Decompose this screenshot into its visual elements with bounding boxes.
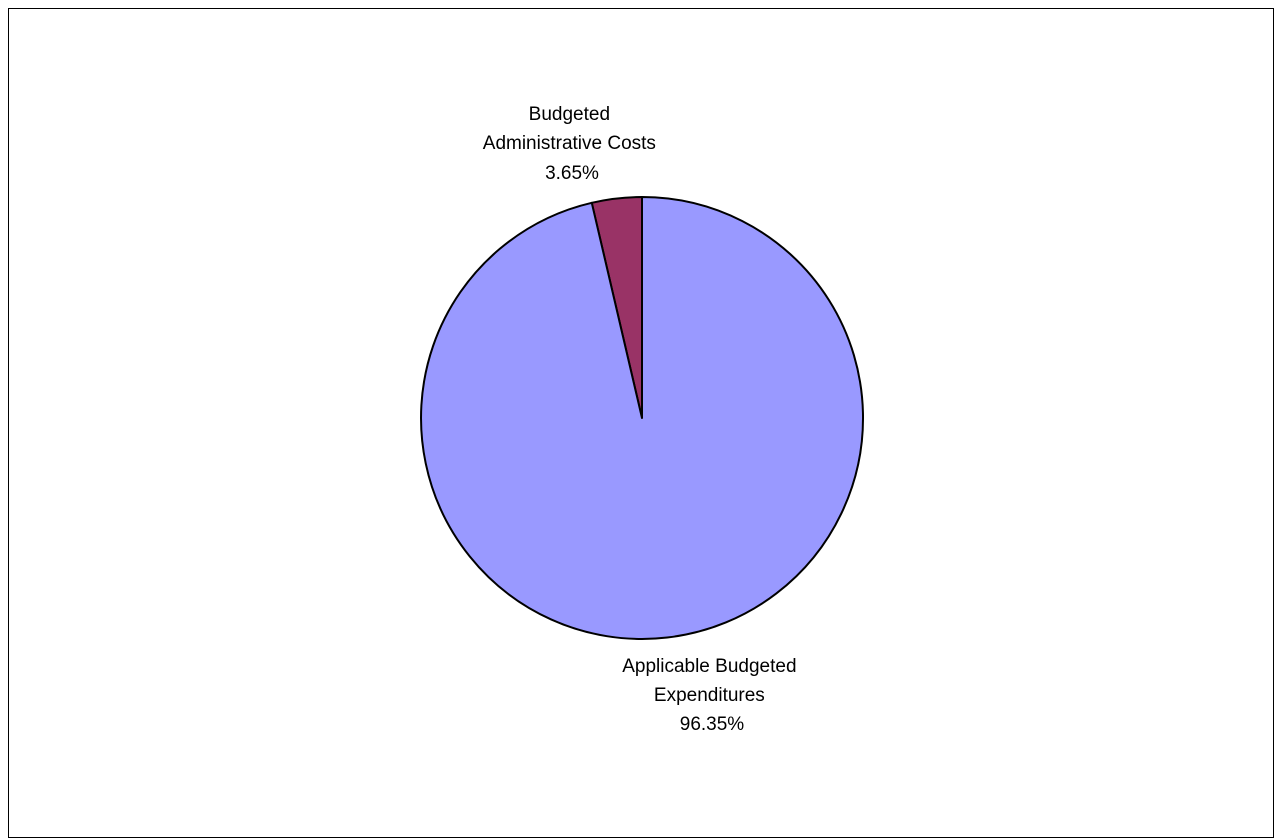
pie-slice-applicable-expenditures [420, 196, 865, 640]
pie-slices [420, 196, 865, 640]
slice-label-applicable-expenditures-line-1: Applicable Budgeted [622, 656, 796, 677]
slice-label-applicable-expenditures-line-2: Expenditures [654, 685, 765, 706]
slice-label-applicable-expenditures-percent: 96.35% [680, 714, 745, 735]
slice-label-applicable-expenditures: Applicable Budgeted Expenditures 96.35% [622, 656, 802, 735]
slice-label-admin-costs: Budgeted Administrative Costs 3.65% [483, 104, 661, 184]
slice-label-admin-costs-line-1: Budgeted [529, 104, 610, 125]
slice-label-admin-costs-percent: 3.65% [545, 163, 599, 184]
slice-label-admin-costs-line-2: Administrative Costs [483, 133, 656, 154]
